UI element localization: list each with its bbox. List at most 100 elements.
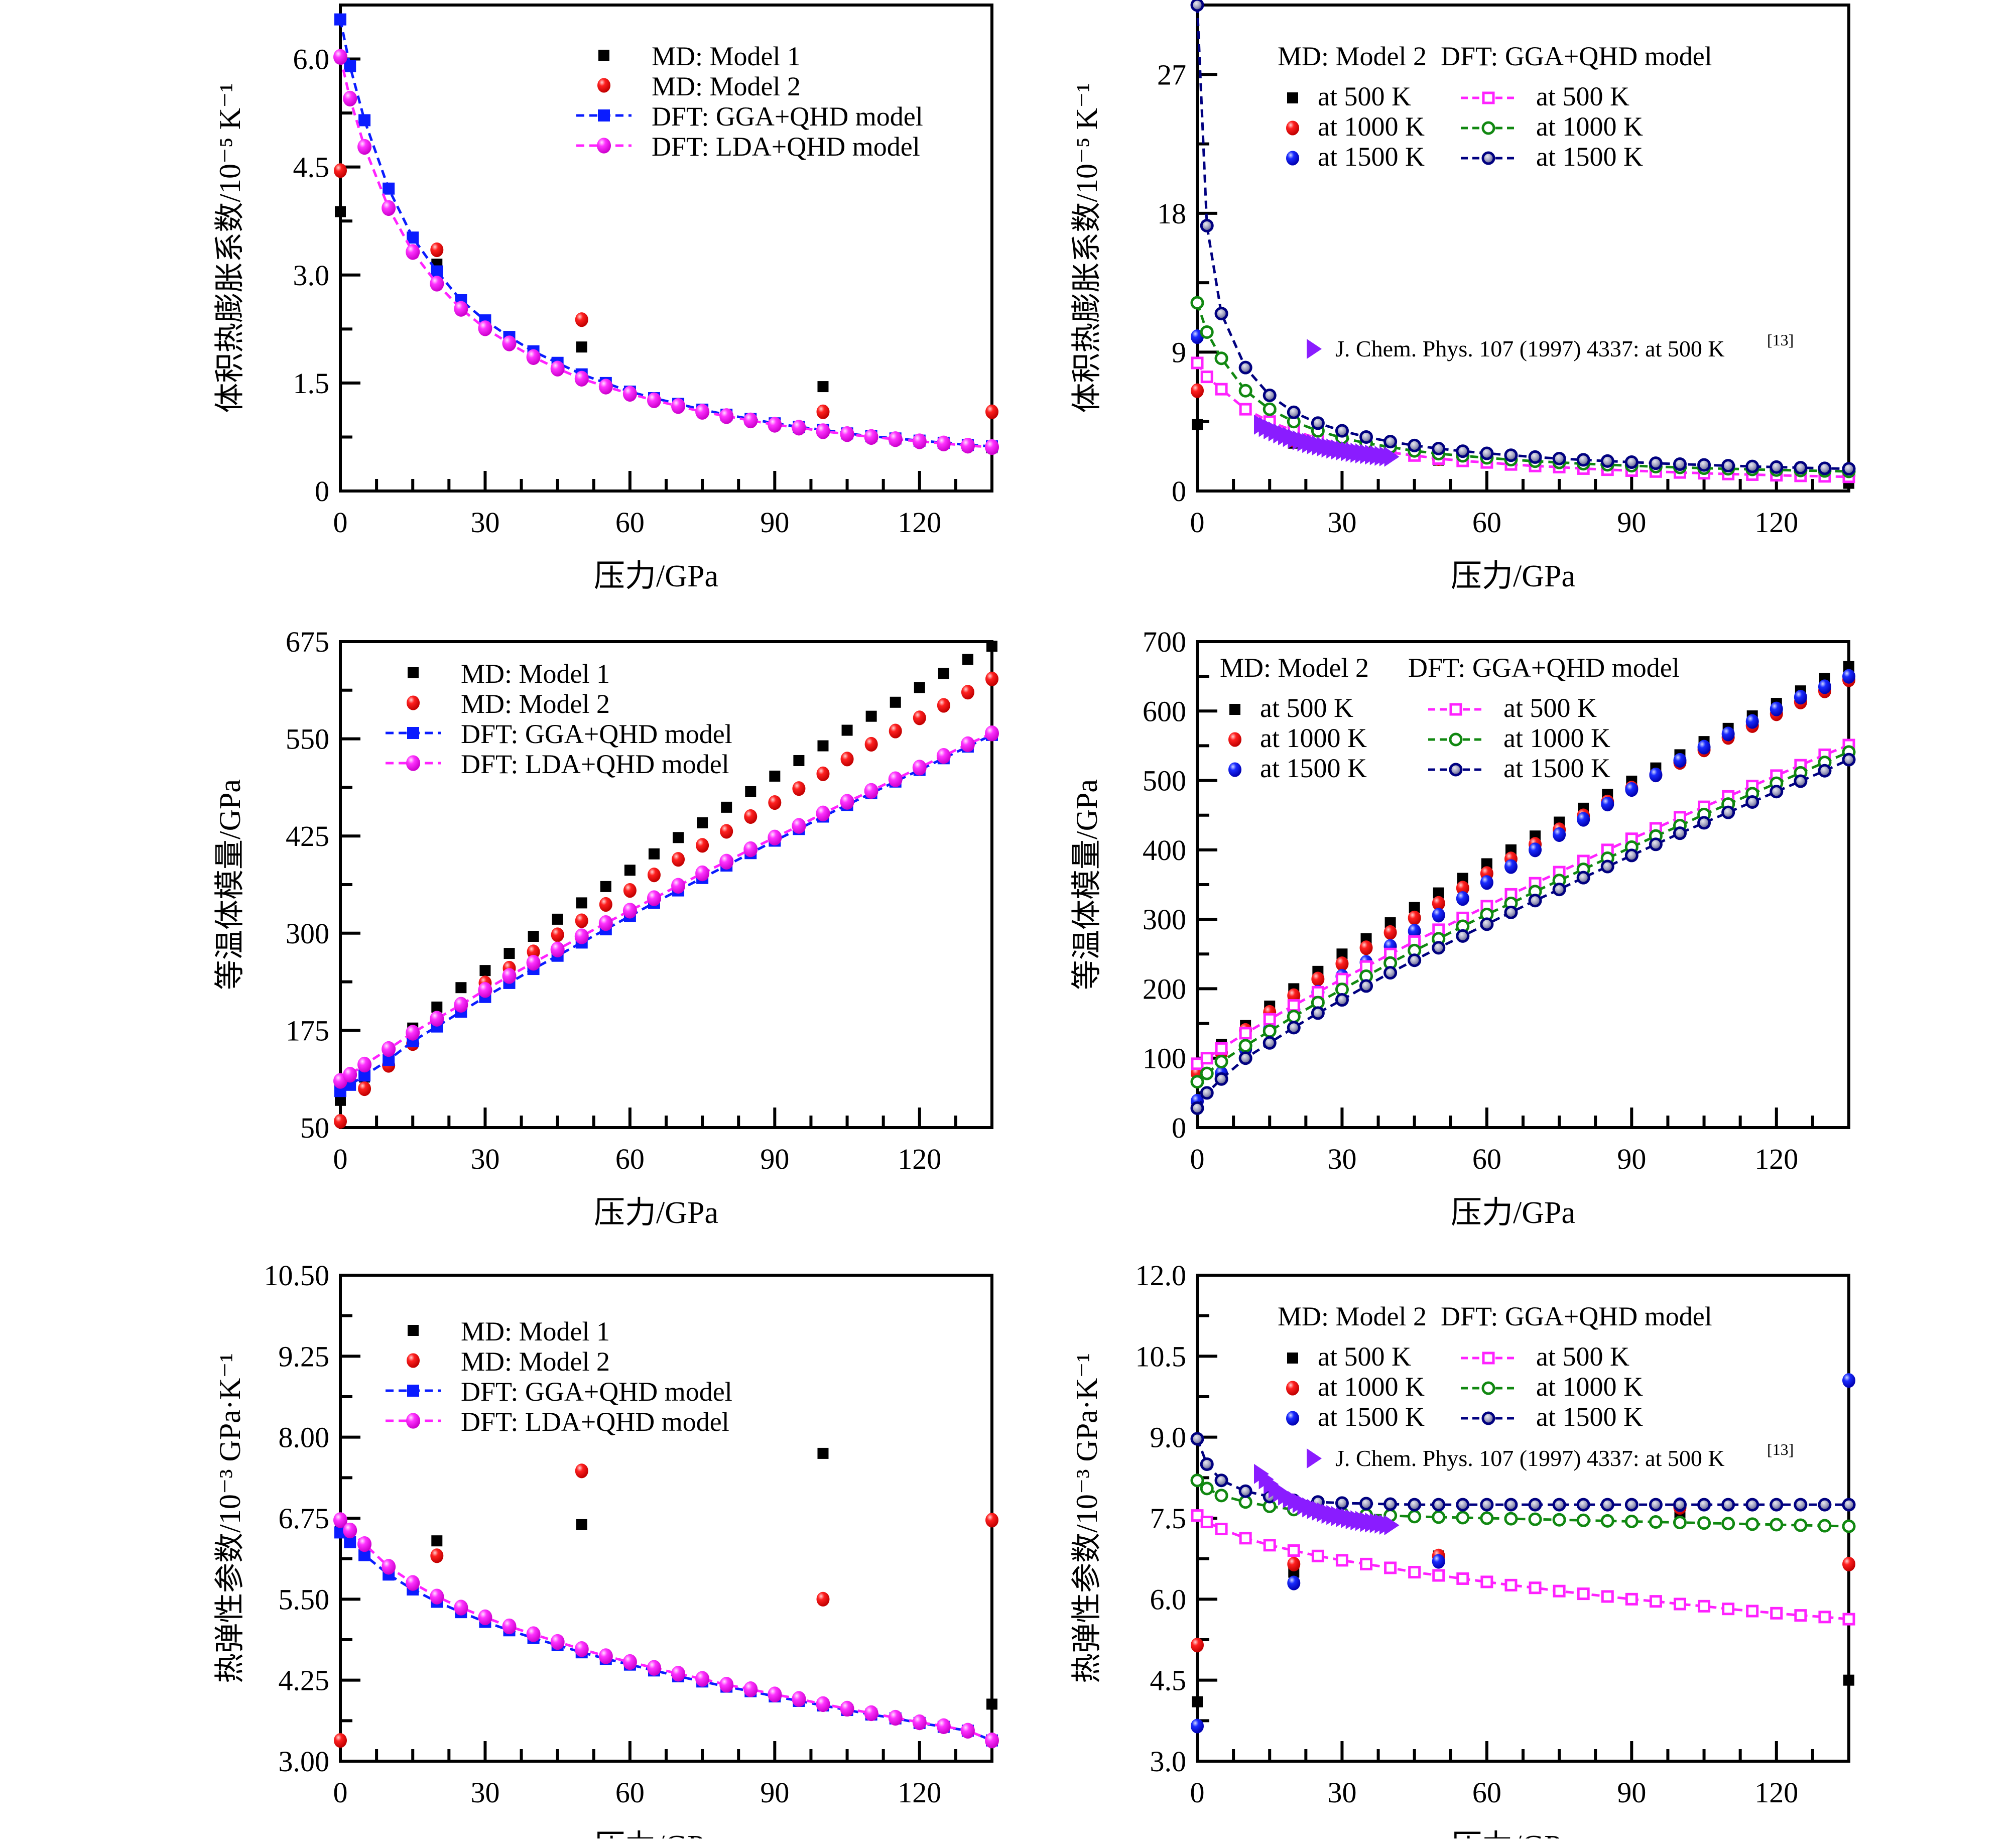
- legend-marker: [597, 138, 611, 154]
- data-point: [478, 982, 492, 998]
- data-point: [623, 883, 637, 898]
- legend-marker: [406, 755, 420, 771]
- data-point: [719, 1677, 734, 1693]
- reference-superscript: [13]: [1767, 1440, 1794, 1458]
- data-point: [1770, 1498, 1784, 1512]
- data-point: [1504, 1498, 1518, 1512]
- x-tick-label: 60: [1472, 506, 1501, 539]
- x-tick-label: 120: [1754, 1143, 1798, 1175]
- data-point: [1432, 1554, 1445, 1569]
- data-point: [840, 426, 854, 442]
- data-point: [912, 760, 927, 776]
- data-point: [430, 1011, 444, 1027]
- data-point: [600, 881, 611, 892]
- data-point: [1384, 1561, 1397, 1574]
- data-point: [1697, 1498, 1711, 1512]
- x-axis-label: 压力/GPa: [1451, 559, 1575, 593]
- legend-label: MD: Model 2: [652, 71, 801, 101]
- data-point: [1287, 1575, 1301, 1590]
- data-point: [526, 349, 541, 365]
- y-tick-label: 175: [286, 1014, 329, 1047]
- data-point: [502, 968, 517, 984]
- y-tick-label: 3.0: [1150, 1745, 1187, 1778]
- data-point: [1552, 1513, 1566, 1527]
- y-tick-label: 3.00: [279, 1745, 330, 1778]
- data-point: [1408, 1510, 1422, 1524]
- data-point: [1649, 1595, 1662, 1608]
- data-point: [1576, 1498, 1590, 1512]
- data-point: [1624, 848, 1639, 863]
- data-point: [1600, 860, 1614, 874]
- data-point: [1577, 812, 1590, 827]
- data-point: [1480, 1498, 1494, 1512]
- series-5: [1190, 753, 1856, 1115]
- data-point: [1215, 1523, 1228, 1536]
- data-point: [1698, 1600, 1711, 1613]
- data-point: [1576, 871, 1590, 885]
- y-tick-label: 600: [1143, 695, 1186, 727]
- data-point: [1383, 966, 1398, 980]
- data-point: [937, 698, 950, 713]
- data-point: [697, 817, 708, 828]
- legend-marker: [1287, 1353, 1298, 1364]
- y-axis: 0 1.5 3.0 4.5 6.0 体积热膨胀系数/10⁻⁵ K⁻¹: [213, 4, 360, 508]
- legend-marker: [408, 1325, 419, 1336]
- legend-label: at 1000 K: [1503, 723, 1610, 753]
- data-point: [1481, 858, 1492, 870]
- data-point: [792, 420, 806, 436]
- data-point: [1721, 805, 1735, 819]
- data-point: [986, 641, 997, 652]
- y-axis: 0 9 18 27 体积热膨胀系数/10⁻⁵ K⁻¹: [1070, 4, 1217, 508]
- chart-panel-c: 0 30 60 90 120 压力/GPa 50 175 300 425 550 675 等温体模量/G…: [213, 626, 999, 1230]
- data-point: [1238, 1039, 1252, 1053]
- data-point: [1335, 1496, 1349, 1510]
- data-point: [1383, 1497, 1398, 1511]
- legend-label: MD: Model 2: [461, 1346, 610, 1377]
- y-tick-label: 700: [1143, 626, 1186, 658]
- data-point: [1697, 458, 1711, 472]
- legend-marker: [1228, 762, 1241, 777]
- data-point: [1191, 1719, 1204, 1734]
- y-tick-label: 550: [286, 723, 329, 756]
- data-point: [1794, 690, 1807, 705]
- y-tick-label: 4.25: [279, 1664, 330, 1697]
- legend-label: DFT: GGA+QHD model: [652, 101, 923, 132]
- series-line: [1196, 5, 1849, 470]
- data-point: [1409, 902, 1420, 913]
- data-point: [1770, 1607, 1783, 1620]
- series-line: [339, 732, 993, 1082]
- data-point: [334, 13, 346, 26]
- data-point: [358, 114, 371, 127]
- data-point: [647, 868, 661, 883]
- data-point: [526, 954, 541, 971]
- legend-label: at 1000 K: [1260, 723, 1367, 753]
- data-point: [1842, 1613, 1855, 1626]
- data-point: [744, 809, 758, 824]
- y-axis-label: 热弹性参数/10⁻³ GPa·K⁻¹: [1070, 1353, 1103, 1683]
- data-point: [1335, 1554, 1348, 1567]
- data-point: [1721, 1498, 1735, 1512]
- x-tick-label: 30: [1327, 1143, 1356, 1175]
- y-tick-label: 4.5: [1150, 1664, 1187, 1697]
- series-0: [335, 641, 997, 1106]
- data-point: [1480, 1511, 1494, 1525]
- data-point: [334, 163, 347, 178]
- data-point: [383, 182, 395, 195]
- legend-label: at 1000 K: [1318, 111, 1425, 142]
- data-point: [1200, 371, 1213, 384]
- legend-item-reference: J. Chem. Phys. 107 (1997) 4337: at 500 K…: [1307, 1440, 1794, 1471]
- data-point: [357, 1536, 372, 1552]
- series-3: [333, 1512, 999, 1749]
- data-point: [502, 335, 517, 351]
- data-point: [1383, 925, 1397, 940]
- legend-label: at 500 K: [1318, 81, 1411, 111]
- x-tick-label: 0: [333, 1143, 348, 1175]
- data-point: [1673, 1498, 1687, 1512]
- data-point: [503, 948, 515, 959]
- data-point: [888, 431, 903, 447]
- data-point: [1480, 1575, 1493, 1588]
- x-tick-label: 90: [760, 1776, 789, 1809]
- series-1: [334, 1463, 998, 1748]
- legend-label: DFT: LDA+QHD model: [461, 1407, 729, 1437]
